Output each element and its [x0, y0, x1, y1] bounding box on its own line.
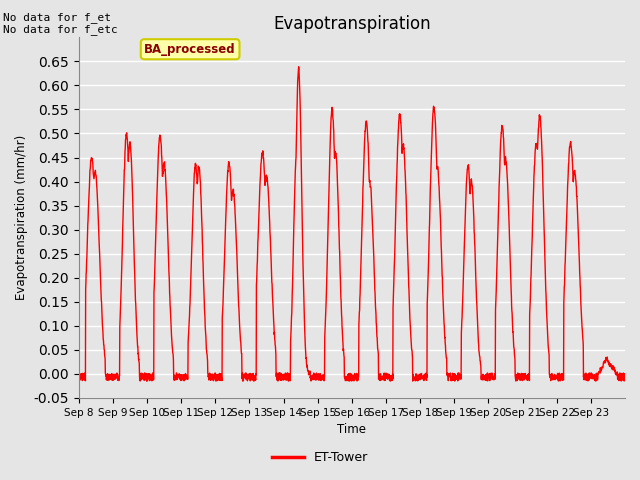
Text: No data for f_et
No data for f_etc: No data for f_et No data for f_etc	[3, 12, 118, 36]
Legend: ET-Tower: ET-Tower	[268, 446, 372, 469]
X-axis label: Time: Time	[337, 423, 366, 436]
Text: BA_processed: BA_processed	[145, 43, 236, 56]
Y-axis label: Evapotranspiration (mm/hr): Evapotranspiration (mm/hr)	[15, 135, 28, 300]
Title: Evapotranspiration: Evapotranspiration	[273, 15, 431, 33]
